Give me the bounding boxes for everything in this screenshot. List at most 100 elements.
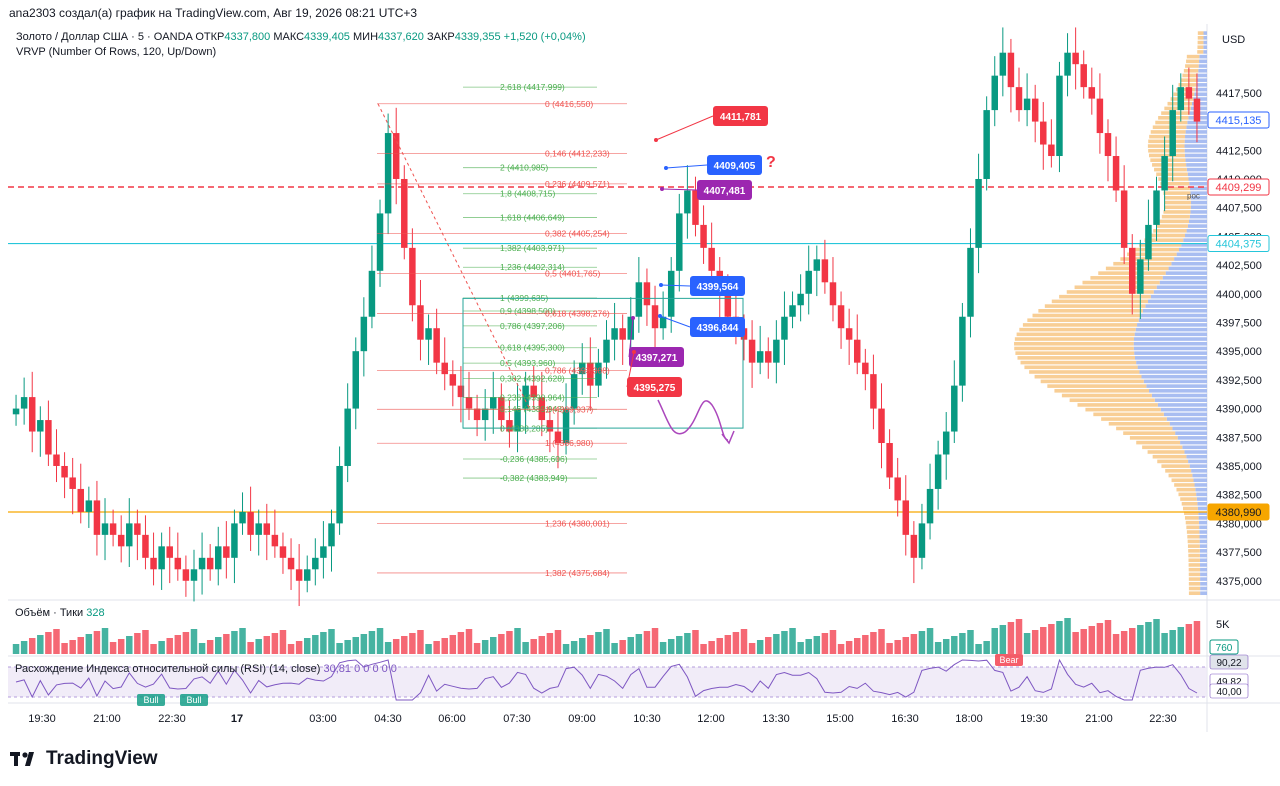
candle-body	[999, 52, 1007, 76]
price-tag-label: 4409,299	[1216, 182, 1262, 194]
volume-bar	[1080, 629, 1087, 654]
candle-body	[878, 408, 885, 444]
candle-body	[651, 305, 659, 329]
rsi-tag-box	[1209, 683, 1249, 699]
vp-row-up	[1199, 59, 1207, 64]
vp-row-up	[1174, 257, 1207, 261]
candle-body	[1120, 190, 1128, 248]
time-tick-label: 21:00	[1085, 713, 1113, 725]
vp-row-down	[1014, 337, 1134, 341]
vp-row-up	[1184, 153, 1207, 158]
vp-row-up	[1198, 511, 1207, 515]
vp-row-down	[1188, 563, 1201, 567]
volume-bar	[1145, 622, 1152, 654]
callout-anchor	[631, 316, 635, 320]
volume-bar	[789, 628, 796, 654]
candle-body	[1145, 224, 1152, 260]
volume-bar	[247, 642, 254, 654]
fib-red-label: 0,618 (4398,276)	[545, 309, 610, 319]
callout-label: 4395,275	[634, 383, 676, 394]
price-tag-label: 4415,135	[1216, 115, 1262, 127]
candle-body	[1040, 121, 1047, 145]
vp-row-down	[1144, 238, 1184, 242]
fib-red-label: 0,382 (4405,254)	[545, 228, 610, 238]
vp-row-up	[1137, 365, 1207, 370]
candle-body	[117, 534, 125, 547]
volume-bar	[20, 641, 28, 654]
fib-red-label: 1 (4389,937)	[545, 404, 593, 414]
candle-body	[215, 546, 222, 570]
vp-row-up	[1176, 252, 1207, 257]
volume-bar	[376, 628, 384, 654]
vp-row-up	[1197, 506, 1207, 511]
candle-body	[85, 500, 93, 512]
volume-legend[interactable]: Объём · Тики 328	[15, 607, 105, 619]
price-axis: 4417,5004412,5004410,0004407,5004405,000…	[1207, 34, 1270, 588]
time-tick-label: 22:30	[1149, 713, 1177, 725]
vp-row-up	[1197, 501, 1207, 506]
vp-row-up	[1194, 92, 1207, 97]
vp-row-down	[1147, 450, 1185, 454]
candle-body	[918, 523, 926, 558]
candle-body	[255, 523, 262, 535]
vp-row-up	[1186, 228, 1207, 233]
candle-body	[93, 500, 101, 535]
vp-row-down	[1123, 431, 1176, 435]
candle-body	[150, 557, 157, 570]
vp-row-up	[1166, 417, 1207, 421]
candle-body	[700, 224, 707, 248]
projection-path	[657, 399, 729, 441]
vp-row-down	[1129, 436, 1178, 440]
fib-red-label: 0,236 (4409,571)	[545, 179, 610, 189]
tradingview-logo[interactable]: TradingView	[10, 748, 158, 770]
volume-bar	[951, 636, 958, 654]
callout-label: 4411,781	[720, 112, 762, 123]
vp-row-down	[1150, 130, 1186, 134]
vp-row-down	[1187, 534, 1200, 539]
candle-body	[1193, 98, 1201, 122]
volume-bar	[1104, 620, 1112, 654]
vp-row-down	[1015, 351, 1135, 355]
candle-body	[886, 443, 893, 478]
volume-bar	[546, 633, 554, 654]
volume-bar	[231, 631, 238, 654]
candle-body	[870, 374, 877, 409]
rsi-legend[interactable]: Расхождение Индекса относительной силы (…	[15, 663, 397, 675]
vp-row-up	[1180, 440, 1207, 445]
callout-box	[629, 347, 684, 367]
time-tick-label: 06:00	[438, 713, 466, 725]
vp-row-up	[1163, 412, 1207, 417]
candle-body	[320, 546, 327, 558]
candle-body	[473, 408, 481, 421]
time-tick-label: 21:00	[93, 713, 121, 725]
volume-bar	[1177, 627, 1185, 654]
volume-bar	[821, 633, 829, 654]
candle-body	[1023, 98, 1031, 111]
fib-red-label: 0,146 (4412,233)	[545, 148, 610, 158]
volume-bar	[740, 629, 748, 654]
vp-row-up	[1177, 436, 1207, 440]
vp-row-down	[1186, 525, 1200, 530]
candle-body	[692, 190, 699, 225]
fib-green-label: 1,382 (4403,971)	[500, 243, 565, 253]
candle-body	[684, 190, 691, 214]
vrvp-legend[interactable]: VRVP (Number Of Rows, 120, Up/Down)	[16, 46, 217, 58]
open-label: ОТКР	[195, 31, 225, 43]
vp-row-up	[1200, 591, 1207, 596]
volume-bar	[975, 644, 982, 654]
vp-row-up	[1184, 450, 1207, 454]
rsi-tag-label: 49,82	[1216, 677, 1241, 688]
candle-body	[983, 110, 990, 179]
candle-body	[37, 420, 44, 432]
candle-body	[417, 305, 424, 340]
candle-body	[894, 477, 901, 501]
vp-row-down	[1148, 148, 1185, 153]
vp-row-down	[1082, 280, 1160, 285]
vp-row-down	[1188, 581, 1201, 586]
price-tick-label: 4375,000	[1216, 576, 1262, 588]
vp-row-up	[1203, 31, 1207, 35]
candle-body	[401, 178, 408, 248]
candle-body	[69, 477, 76, 489]
vp-row-down	[1069, 398, 1155, 403]
